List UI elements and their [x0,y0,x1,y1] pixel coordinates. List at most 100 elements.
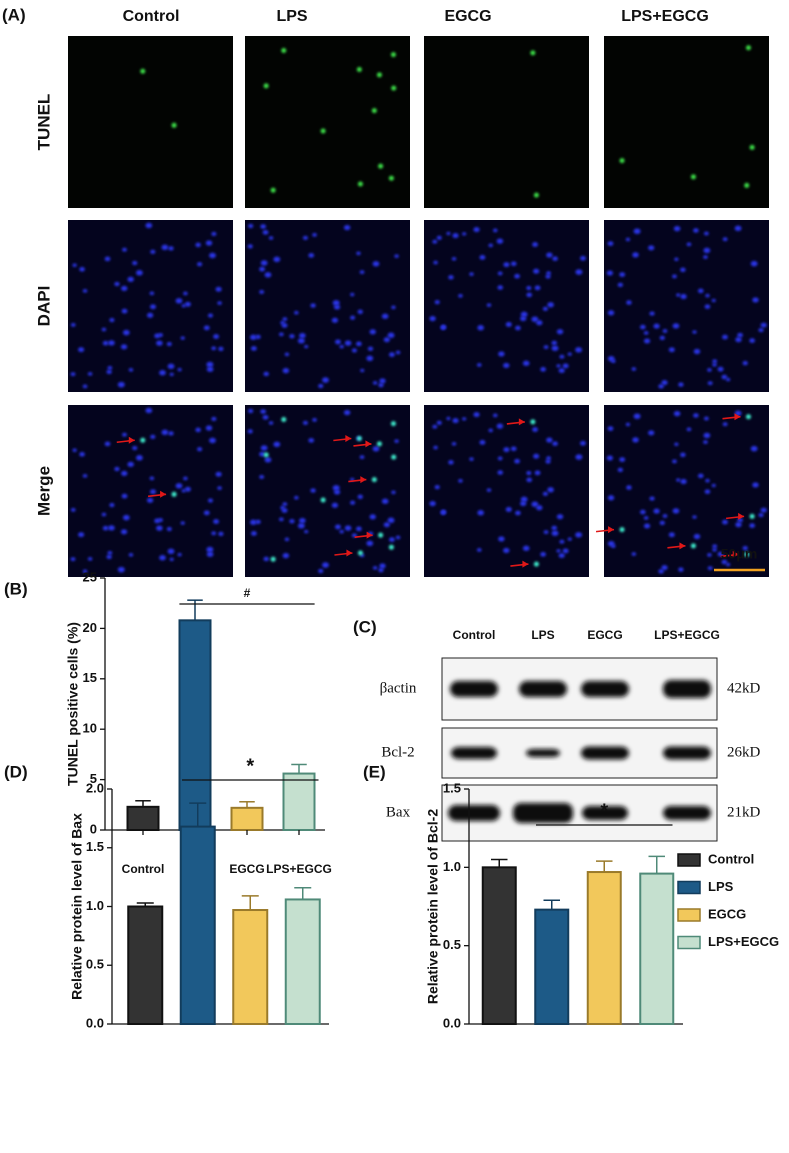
nucleus [440,510,446,515]
nucleus [211,231,217,236]
nucleus [632,437,639,443]
nucleus [542,306,548,311]
blot-band [451,747,497,759]
tunel-signal [263,452,269,458]
micrograph-bg [604,220,769,392]
nucleus [149,291,155,296]
tunel-signal [749,144,755,150]
nucleus [284,352,290,357]
nucleus [117,381,125,388]
bar [127,905,164,1025]
nucleus [175,298,183,304]
panel-label: (C) [353,617,377,636]
y-tick-label: 0 [90,821,97,836]
nucleus [515,325,521,331]
nucleus [379,563,386,569]
nucleus [631,552,637,556]
nucleus [109,503,115,508]
nucleus [259,266,266,272]
nucleus [749,338,756,343]
column-label: LPS+EGCG [621,8,709,25]
nucleus [703,231,709,236]
nucleus [146,497,154,503]
bar [230,806,264,831]
nucleus [486,488,492,492]
micrograph-bg [424,36,589,208]
nucleus [556,514,564,520]
nucleus [653,323,660,329]
nucleus [712,544,718,549]
nucleus [558,553,565,559]
nucleus [543,345,549,350]
nucleus [391,490,396,495]
nucleus [82,384,88,389]
significance-label: # [244,586,251,600]
bar [639,872,675,1025]
nucleus [526,292,533,298]
nucleus [607,495,615,501]
nucleus [673,411,681,417]
nucleus [704,304,711,309]
panel-label: (E) [363,762,386,781]
nucleus [121,470,128,476]
nucleus [146,312,154,318]
nucleus [559,354,565,359]
arrow-head [522,560,529,568]
nucleus [434,300,440,305]
nucleus [678,382,684,387]
nucleus [339,344,344,349]
nucleus [388,537,395,542]
row-label: TUNEL [34,94,53,151]
nucleus [722,519,728,525]
nucleus [742,546,748,551]
tunel-signal [690,543,696,549]
nucleus [149,476,155,481]
row-label: DAPI [34,286,53,327]
tunel-signal [744,551,750,557]
nucleus [343,410,351,416]
nucleus [206,551,214,557]
nucleus [497,470,504,475]
nucleus [308,253,315,258]
nucleus [531,316,539,322]
column-label: EGCG [444,8,491,25]
nucleus [379,378,386,384]
nucleus [750,260,758,267]
nucleus [432,424,438,429]
nucleus [432,239,438,244]
tunel-signal [619,527,625,533]
nucleus [436,420,442,425]
nucleus [540,367,546,372]
nucleus [643,331,649,335]
nucleus [273,441,281,448]
nucleus [648,245,655,251]
tunel-signal [378,532,384,538]
arrow-head [518,418,525,426]
nucleus [674,442,679,446]
nucleus [195,242,201,248]
nucleus [678,567,684,572]
y-tick-label: 0.0 [86,1015,104,1030]
nucleus [297,523,305,529]
nucleus [496,423,504,429]
nucleus [156,340,163,346]
nucleus [334,339,341,345]
nucleus [668,532,675,538]
nucleus [498,351,505,357]
nucleus [526,286,532,291]
nucleus [122,432,127,437]
nucleus [209,252,216,259]
nucleus [331,502,339,508]
y-tick-label: 1.0 [86,898,104,913]
nucleus [101,512,107,517]
nucleus [693,228,699,233]
nucleus [462,417,467,421]
nucleus [547,487,554,493]
nucleus [132,445,138,451]
scale-bar-label: 50μm [721,546,758,562]
y-tick-label: 25 [83,569,97,584]
nucleus [520,496,528,503]
nucleus [735,522,742,528]
y-tick-label: 1.0 [443,859,461,874]
